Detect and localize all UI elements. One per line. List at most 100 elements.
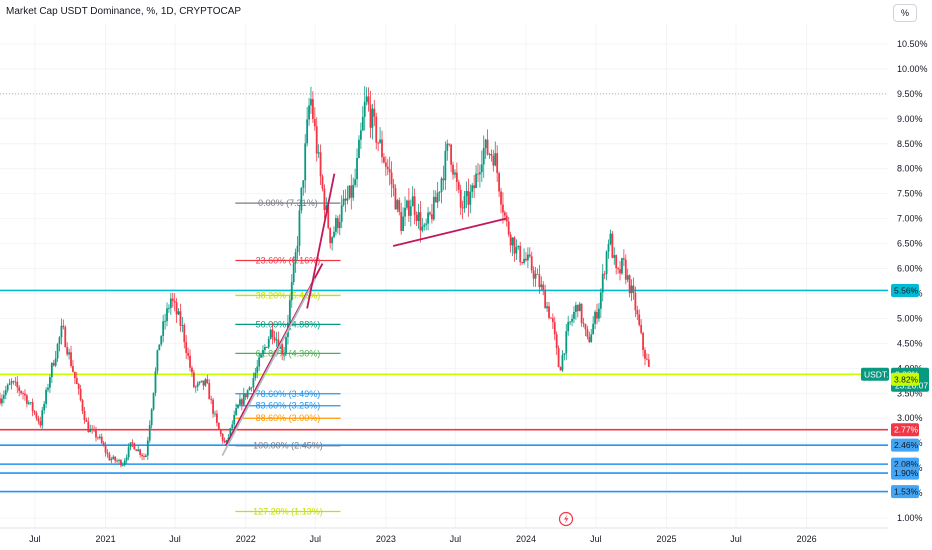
candle-body: [146, 440, 149, 456]
candle-body: [187, 352, 190, 356]
candle-body: [492, 155, 495, 166]
candle-body: [141, 454, 143, 457]
candle-body: [365, 96, 368, 102]
candle-body: [646, 358, 648, 360]
candle-body: [114, 456, 117, 461]
candle-body: [467, 190, 470, 205]
candle-body: [168, 308, 170, 309]
level-tag: 1.90%: [894, 468, 919, 478]
candle-body: [192, 372, 195, 388]
candle-body: [444, 150, 447, 181]
candle-body: [415, 214, 418, 221]
y-tick-label: 5.00%: [897, 313, 923, 323]
candle-body: [375, 116, 378, 143]
level-tag-bg: [891, 423, 919, 437]
candle-body: [429, 212, 431, 215]
candle-body: [571, 318, 573, 322]
candle-body: [223, 440, 226, 443]
candle-body: [25, 395, 28, 404]
candle-body: [559, 367, 562, 371]
candle-body: [390, 172, 393, 185]
candle-body: [384, 162, 387, 167]
candle-body: [381, 139, 383, 158]
candle-body: [511, 237, 514, 246]
candle-body: [41, 410, 44, 426]
level-tag-bg: [891, 372, 919, 386]
candle-body: [123, 460, 126, 465]
candle-body: [39, 421, 42, 426]
candle-body: [31, 402, 34, 412]
candle-body: [605, 251, 608, 274]
unit-toggle-button[interactable]: %: [893, 4, 917, 22]
x-tick-label: 2021: [96, 534, 116, 544]
chart-title: Market Cap USDT Dominance, %, 1D, CRYPTO…: [6, 6, 242, 17]
candle-body: [528, 254, 531, 257]
candle-body: [488, 153, 491, 155]
level-tag-bg: [891, 283, 919, 297]
y-tick-label: 8.00%: [897, 164, 923, 174]
candle-body: [43, 403, 46, 411]
candle-body: [584, 323, 587, 330]
y-tick-label: 10.00%: [897, 64, 928, 74]
candle-body: [500, 191, 502, 205]
candle-body: [267, 338, 270, 348]
candle-body: [162, 321, 165, 336]
fibonacci-retracement: 0.00% (7.31%) 23.60% (6.16%) 38.20% (5.46%…: [235, 198, 341, 517]
candle-body: [237, 404, 239, 409]
candle-body: [283, 353, 285, 355]
candle-body: [599, 292, 602, 309]
level-tag: 1.53%: [894, 487, 919, 497]
candle-body: [164, 321, 166, 322]
candle-body: [540, 284, 543, 288]
candle-body: [0, 398, 1, 404]
candle-body: [212, 399, 214, 414]
candle-body: [542, 284, 545, 291]
candle-body: [607, 244, 610, 252]
candle-body: [296, 245, 299, 253]
candle-body: [250, 387, 253, 389]
candle-body: [221, 433, 224, 441]
candle-body: [344, 198, 347, 201]
candle-body: [56, 344, 59, 359]
fib-level-label: 0.00% (7.31%): [258, 198, 318, 208]
candle-body: [308, 105, 310, 120]
y-tick-label: 8.50%: [897, 139, 923, 149]
level-tag-bg: [891, 485, 919, 499]
candle-body: [342, 198, 345, 206]
candle-body: [471, 185, 474, 192]
candle-body: [438, 191, 441, 193]
candle-body: [219, 429, 222, 434]
candle-body: [325, 205, 328, 211]
candle-body: [409, 206, 412, 216]
candle-body: [477, 173, 479, 175]
candle-body: [208, 382, 211, 400]
candle-body: [191, 367, 193, 373]
candle-body: [615, 255, 618, 269]
candle-body: [350, 185, 353, 198]
x-tick-label: Jul: [450, 534, 462, 544]
fib-level-label: 83.60% (3.25%): [256, 401, 321, 411]
fib-level-label: 88.60% (3.00%): [256, 413, 321, 423]
candle-body: [578, 303, 581, 312]
candle-body: [181, 324, 184, 326]
candle-body: [72, 366, 74, 372]
candle-body: [457, 182, 460, 190]
candle-body: [120, 460, 122, 466]
candle-body: [400, 212, 403, 232]
candle-body: [521, 262, 524, 263]
candle-body: [580, 303, 583, 324]
candle-body: [47, 387, 49, 390]
candle-body: [613, 255, 616, 258]
candle-body: [235, 408, 238, 415]
lightning-icon[interactable]: [558, 511, 574, 527]
candle-body: [434, 196, 437, 203]
candle-body: [306, 119, 309, 144]
candle-body: [100, 436, 103, 443]
candle-body: [503, 212, 506, 216]
candle-body: [277, 339, 280, 349]
candle-body: [304, 143, 307, 181]
candle-body: [214, 413, 216, 415]
candle-body: [588, 336, 591, 343]
candle-body: [321, 176, 324, 189]
